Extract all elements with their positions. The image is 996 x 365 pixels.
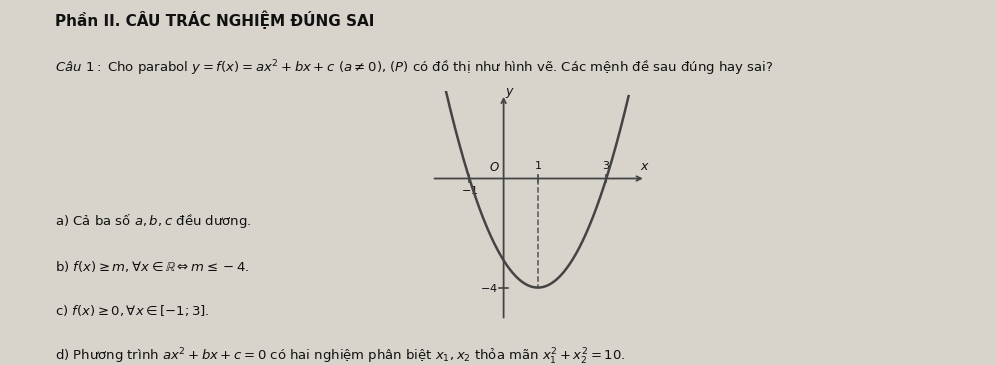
Text: $3$: $3$: [603, 159, 611, 171]
Text: $-1$: $-1$: [461, 184, 478, 196]
Text: b) $f(x) \geq m, \forall x \in \mathbb{R} \Leftrightarrow m \leq -4$.: b) $f(x) \geq m, \forall x \in \mathbb{R…: [55, 259, 249, 274]
Text: Phần II. CÂU TRÁC NGHIỆM ĐÚNG SAI: Phần II. CÂU TRÁC NGHIỆM ĐÚNG SAI: [55, 11, 374, 30]
Text: d) Phương trình $ax^2 + bx + c = 0$ có hai nghiệm phân biệt $x_1, x_2$ thỏa mãn : d) Phương trình $ax^2 + bx + c = 0$ có h…: [55, 347, 625, 365]
Text: $\it{Câu\ 1:}$ Cho parabol $y = f(x) = ax^2 + bx + c$ $(a \neq 0)$, $(P)$ có đồ : $\it{Câu\ 1:}$ Cho parabol $y = f(x) = a…: [55, 58, 773, 78]
Text: $1$: $1$: [534, 159, 542, 171]
Text: c) $f(x) \geq 0, \forall x \in [-1; 3]$.: c) $f(x) \geq 0, \forall x \in [-1; 3]$.: [55, 303, 209, 318]
Text: a) Cả ba số $a, b, c$ đều dương.: a) Cả ba số $a, b, c$ đều dương.: [55, 212, 251, 230]
Text: $y$: $y$: [505, 87, 515, 100]
Text: $O$: $O$: [489, 161, 500, 174]
Text: $x$: $x$: [639, 160, 649, 173]
Text: $-4$: $-4$: [480, 281, 497, 293]
